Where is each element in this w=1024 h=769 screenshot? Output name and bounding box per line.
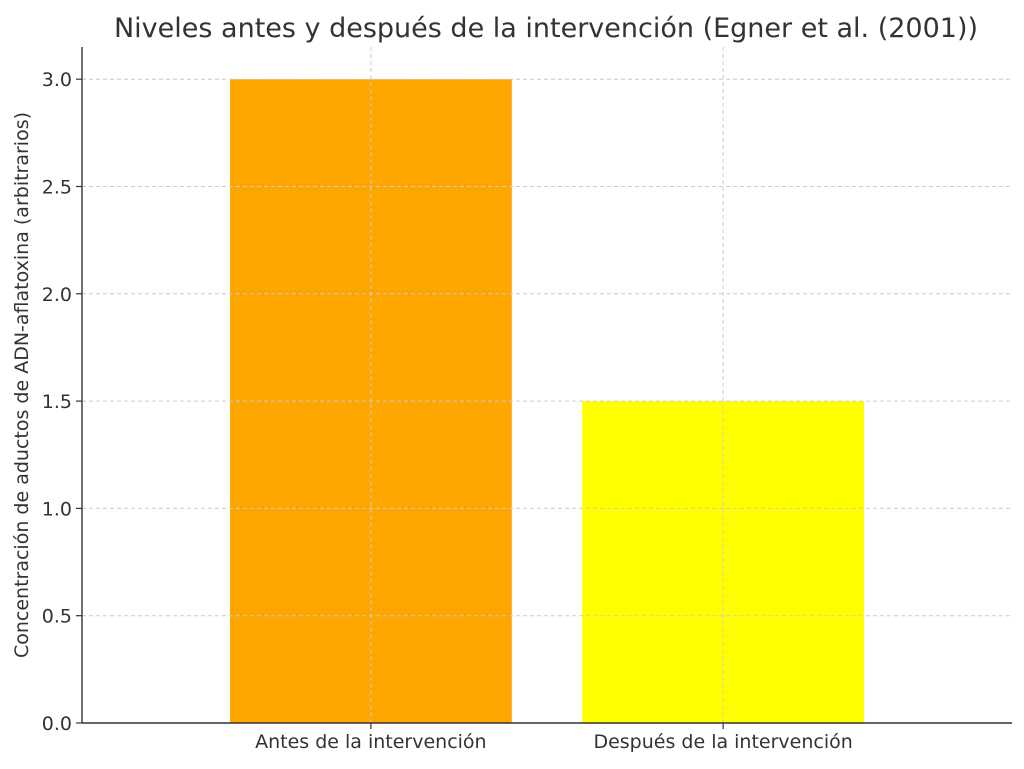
x-tick-label: Después de la intervención [593, 731, 852, 753]
tick-labels: 0.0 0.5 1.0 1.5 2.0 2.5 3.0 Antes de la interve… [42, 69, 853, 753]
x-tick-label: Antes de la intervención [255, 731, 487, 753]
axes [76, 47, 1012, 729]
y-tick-label: 2.5 [42, 176, 72, 198]
y-tick-label: 3.0 [42, 69, 72, 91]
y-tick-label: 0.0 [42, 713, 72, 735]
y-tick-label: 1.5 [42, 391, 72, 413]
y-tick-label: 1.0 [42, 498, 72, 520]
y-axis-label: Concentración de aductos de ADN-aflatoxi… [11, 112, 33, 658]
grid [82, 47, 1012, 723]
y-tick-label: 2.0 [42, 284, 72, 306]
chart-title: Niveles antes y después de la intervenci… [114, 13, 978, 44]
y-tick-label: 0.5 [42, 606, 72, 628]
